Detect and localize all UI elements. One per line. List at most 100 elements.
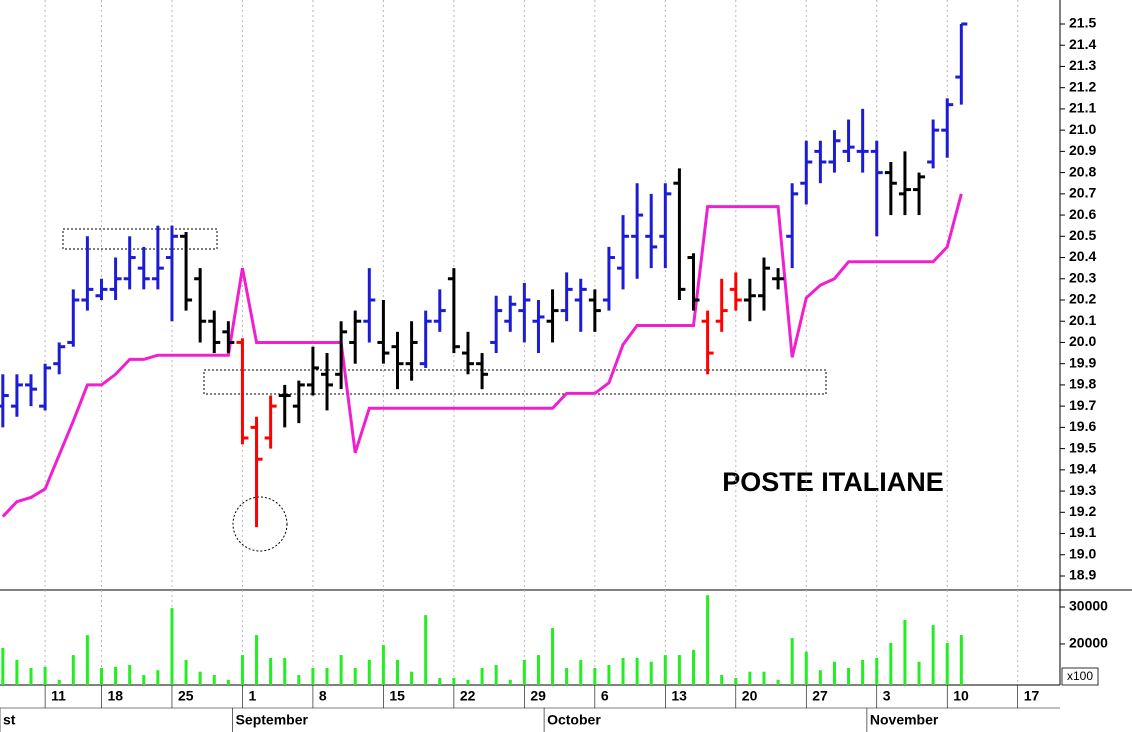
volume-bar	[339, 655, 343, 685]
volume-bar	[663, 655, 667, 685]
volume-bar	[677, 655, 681, 685]
y-tick-label: 20.6	[1069, 206, 1096, 222]
volume-bar	[114, 666, 118, 685]
volume-bar	[861, 659, 865, 685]
volume-bar	[128, 665, 132, 685]
x-tick-label: 8	[319, 688, 327, 704]
volume-bar	[635, 658, 639, 685]
unit-box	[1061, 667, 1099, 686]
y-tick-label: 21.5	[1069, 15, 1096, 31]
volume-bar	[142, 675, 146, 685]
volume-bar	[156, 670, 160, 685]
volume-bar	[438, 677, 442, 685]
y-tick-label: 20.1	[1069, 312, 1096, 328]
volume-bar	[706, 595, 710, 685]
volume-bar	[959, 635, 963, 685]
y-tick-label: 21.0	[1069, 121, 1096, 137]
volume-bar	[15, 659, 19, 685]
x-tick-label: 27	[812, 688, 828, 704]
y-tick-label: 19.5	[1069, 439, 1096, 455]
volume-bar	[494, 665, 498, 685]
y-tick-label: 21.1	[1069, 100, 1096, 116]
x-tick-label: 17	[1024, 688, 1040, 704]
x-tick-label: 3	[883, 688, 891, 704]
volume-bar	[790, 638, 794, 685]
y-tick-label: 20.8	[1069, 163, 1096, 179]
y-tick-label: 20000	[1069, 635, 1108, 651]
month-label: st	[3, 712, 16, 728]
volume-bar	[889, 642, 893, 685]
volume-bar	[621, 658, 625, 685]
highlight-box	[62, 228, 218, 250]
volume-bar	[212, 675, 216, 685]
month-label: November	[870, 712, 939, 728]
y-tick-label: 20.9	[1069, 142, 1096, 158]
volume-bar	[198, 671, 202, 685]
volume-bar	[734, 677, 738, 685]
y-tick-label: 21.3	[1069, 57, 1096, 73]
volume-bar	[649, 661, 653, 685]
volume-bar	[29, 667, 33, 685]
volume-bar	[353, 667, 357, 685]
volume-bar	[1, 648, 5, 685]
x-tick-label: 20	[742, 688, 758, 704]
volume-bar	[508, 679, 512, 685]
y-tick-label: 19.0	[1069, 545, 1096, 561]
volume-bar	[945, 642, 949, 685]
volume-bar	[297, 675, 301, 685]
volume-bar	[551, 628, 555, 685]
volume-bar	[57, 679, 61, 685]
x-tick-label: 15	[389, 688, 405, 704]
y-tick-label: 19.2	[1069, 503, 1096, 519]
x-tick-label: 11	[51, 688, 66, 704]
volume-bar	[804, 651, 808, 685]
volume-bar	[579, 659, 583, 685]
y-tick-label: 20.3	[1069, 269, 1096, 285]
volume-bar	[452, 677, 456, 685]
y-tick-label: 19.1	[1069, 524, 1096, 540]
y-tick-label: 21.4	[1069, 36, 1096, 52]
volume-bar	[607, 665, 611, 685]
y-tick-label: 21.2	[1069, 78, 1096, 94]
overlay-line	[1, 193, 963, 518]
x-tick-label: 10	[953, 688, 969, 704]
volume-bar	[818, 670, 822, 685]
y-tick-label: 20.5	[1069, 227, 1096, 243]
highlight-box	[203, 369, 827, 395]
volume-bar	[720, 675, 724, 685]
highlight-circle	[232, 496, 288, 552]
x-tick-label: 25	[178, 688, 194, 704]
volume-bar	[931, 625, 935, 685]
volume-bar	[875, 658, 879, 685]
x-tick-label: 13	[671, 688, 687, 704]
volume-bar	[593, 667, 597, 685]
volume-bar	[43, 666, 47, 685]
x-tick-label: 22	[460, 688, 476, 704]
volume-bar	[226, 679, 230, 685]
y-tick-label: 19.3	[1069, 482, 1096, 498]
volume-bar	[917, 661, 921, 685]
volume-bar	[762, 671, 766, 685]
y-tick-label: 20.7	[1069, 185, 1096, 201]
volume-bar	[71, 655, 75, 685]
volume-bar	[367, 659, 371, 685]
volume-bar	[424, 615, 428, 685]
volume-bar	[847, 667, 851, 685]
volume-bar	[269, 658, 273, 685]
y-tick-label: 30000	[1069, 598, 1108, 614]
y-tick-label: 20.0	[1069, 333, 1096, 349]
volume-bar	[85, 635, 89, 685]
y-tick-label: 20.4	[1069, 248, 1096, 264]
volume-bar	[99, 667, 103, 685]
month-label: October	[547, 712, 601, 728]
x-tick-label: 1	[248, 688, 256, 704]
volume-bar	[536, 655, 540, 685]
volume-bar	[255, 635, 259, 685]
volume-bar	[170, 608, 174, 685]
month-label: September	[236, 712, 309, 728]
y-tick-label: 18.9	[1069, 567, 1096, 583]
volume-bar	[903, 619, 907, 685]
